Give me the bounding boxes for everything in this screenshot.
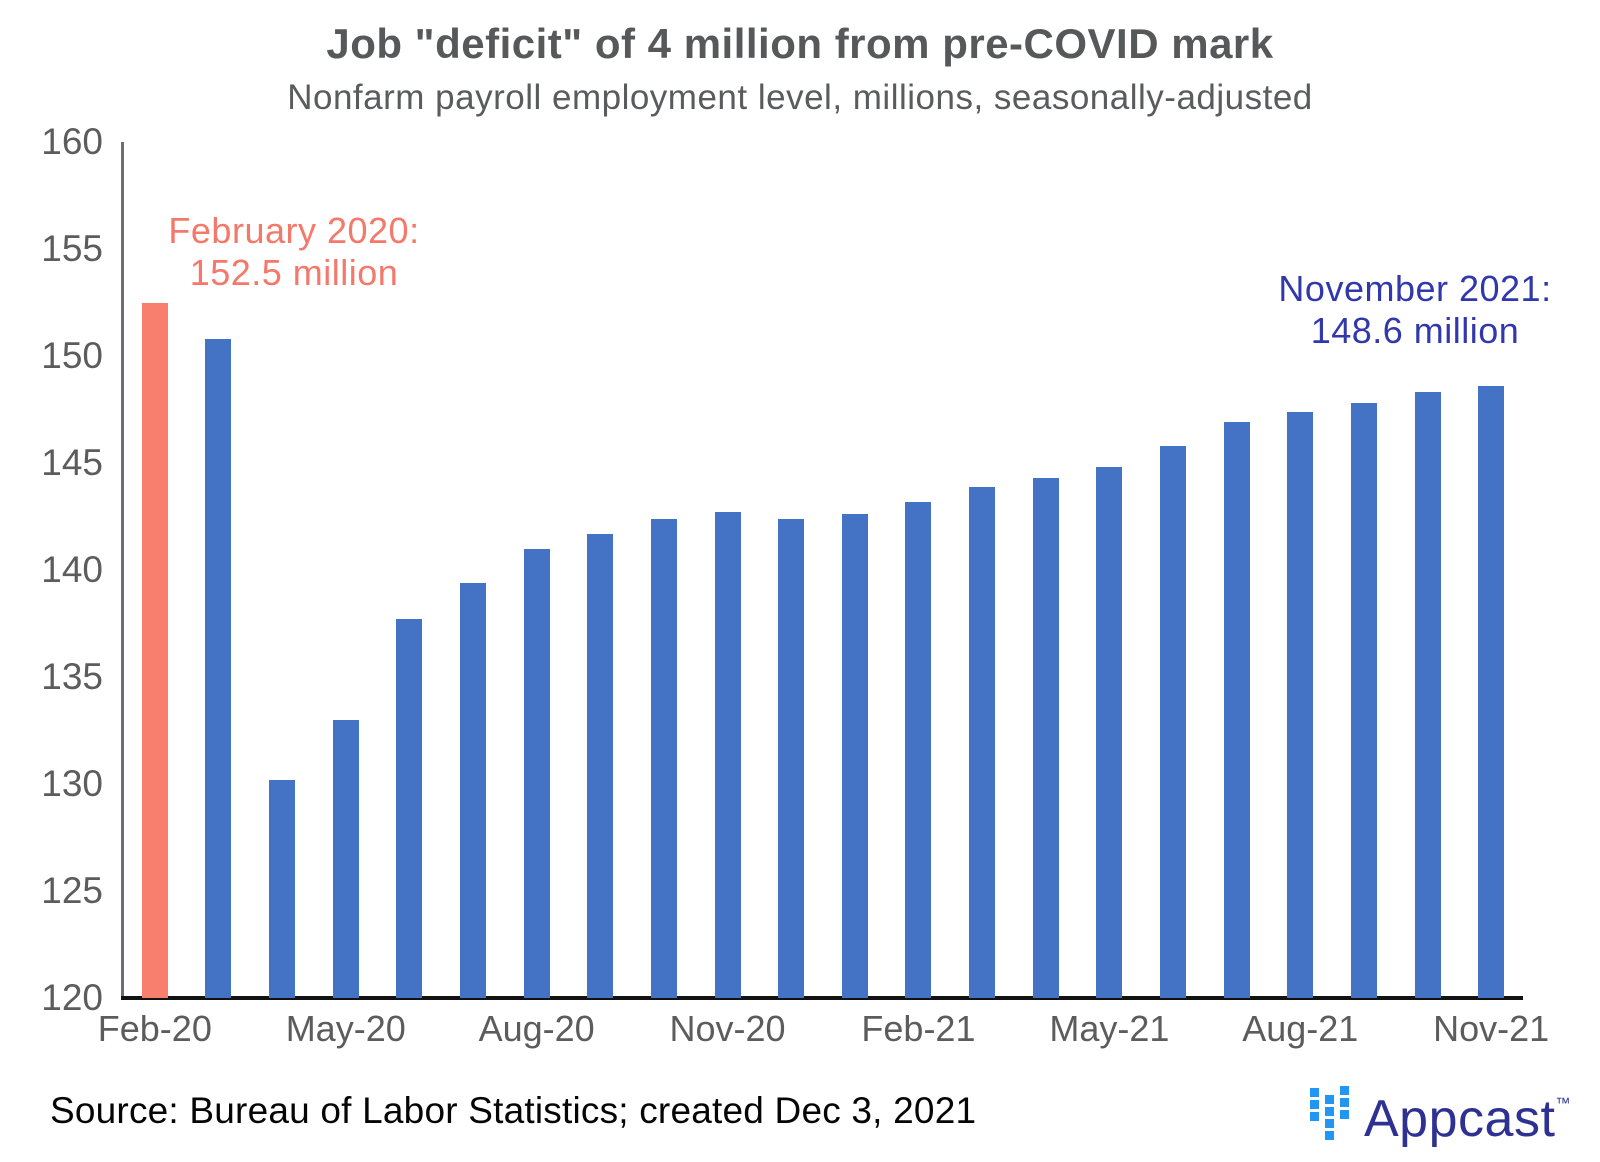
annotation-feb-2020: February 2020: 152.5 million	[168, 210, 419, 294]
bar-Feb-20	[141, 302, 168, 998]
annotation-nov-2021-line2: 148.6 million	[1310, 310, 1520, 351]
bar-Nov-20	[714, 512, 741, 998]
bar-Sep-21	[1350, 403, 1377, 998]
chart-subtitle: Nonfarm payroll employment level, millio…	[287, 78, 1313, 117]
x-axis-tick-label-May-21: May-21	[1049, 1008, 1170, 1049]
y-axis-tick-label-150: 150	[41, 335, 103, 376]
bar-Oct-21	[1414, 392, 1441, 998]
annotation-feb-2020-line2: 152.5 million	[189, 252, 399, 293]
y-axis-tick-label-120: 120	[41, 977, 103, 1018]
bar-Feb-21	[905, 501, 932, 998]
y-axis-tick-label-130: 130	[41, 763, 103, 804]
x-axis-tick-label-Aug-21: Aug-21	[1242, 1008, 1359, 1049]
bar-Mar-21	[969, 486, 996, 998]
y-axis-tick-label-140: 140	[41, 549, 103, 590]
trademark-symbol: ™	[1555, 1095, 1571, 1112]
x-axis-tick-label-Nov-20: Nov-20	[669, 1008, 786, 1049]
bar-Aug-20	[523, 548, 550, 998]
x-axis-tick-label-Feb-20: Feb-20	[97, 1008, 212, 1049]
y-axis-tick-label-160: 160	[41, 121, 103, 162]
bar-Jan-21	[841, 514, 868, 998]
appcast-logo-wordmark: Appcast	[1364, 1090, 1556, 1148]
appcast-logo: Appcast™	[1310, 1076, 1571, 1147]
x-axis-line	[121, 996, 1523, 1000]
appcast-logo-text: Appcast™	[1364, 1076, 1571, 1147]
bar-Dec-20	[778, 518, 805, 998]
bar-Jun-21	[1160, 445, 1186, 998]
annotation-nov-2021-line1: November 2021:	[1278, 268, 1552, 309]
bar-Apr-21	[1032, 477, 1059, 998]
y-axis-tick-label-135: 135	[41, 656, 103, 697]
annotation-nov-2021: November 2021: 148.6 million	[1278, 268, 1551, 352]
chart-title: Job "deficit" of 4 million from pre-COVI…	[326, 20, 1274, 67]
bar-Oct-20	[650, 518, 677, 998]
bar-May-20	[332, 719, 359, 998]
bar-Mar-20	[205, 338, 232, 998]
source-note: Source: Bureau of Labor Statistics; crea…	[50, 1090, 977, 1131]
bar-Apr-20	[269, 779, 296, 998]
x-axis-tick-label-Feb-21: Feb-21	[861, 1008, 976, 1049]
bar-Jul-21	[1223, 422, 1250, 998]
bar-Nov-21	[1478, 385, 1505, 998]
x-axis-tick-label-May-20: May-20	[285, 1008, 406, 1049]
bar-Sep-20	[587, 533, 614, 998]
y-axis-tick-label-155: 155	[41, 228, 103, 269]
appcast-logo-icon	[1310, 1086, 1349, 1140]
y-axis-line	[121, 142, 124, 999]
x-axis-tick-label-Nov-21: Nov-21	[1433, 1008, 1550, 1049]
bar-May-21	[1096, 467, 1123, 998]
x-axis-tick-label-Aug-20: Aug-20	[478, 1008, 595, 1049]
y-axis-tick-label-125: 125	[41, 870, 103, 911]
annotation-feb-2020-line1: February 2020:	[168, 210, 420, 251]
bar-Jul-20	[460, 582, 486, 998]
bar-Jun-20	[396, 619, 423, 998]
y-axis-tick-label-145: 145	[41, 442, 103, 483]
bar-Aug-21	[1287, 411, 1314, 998]
